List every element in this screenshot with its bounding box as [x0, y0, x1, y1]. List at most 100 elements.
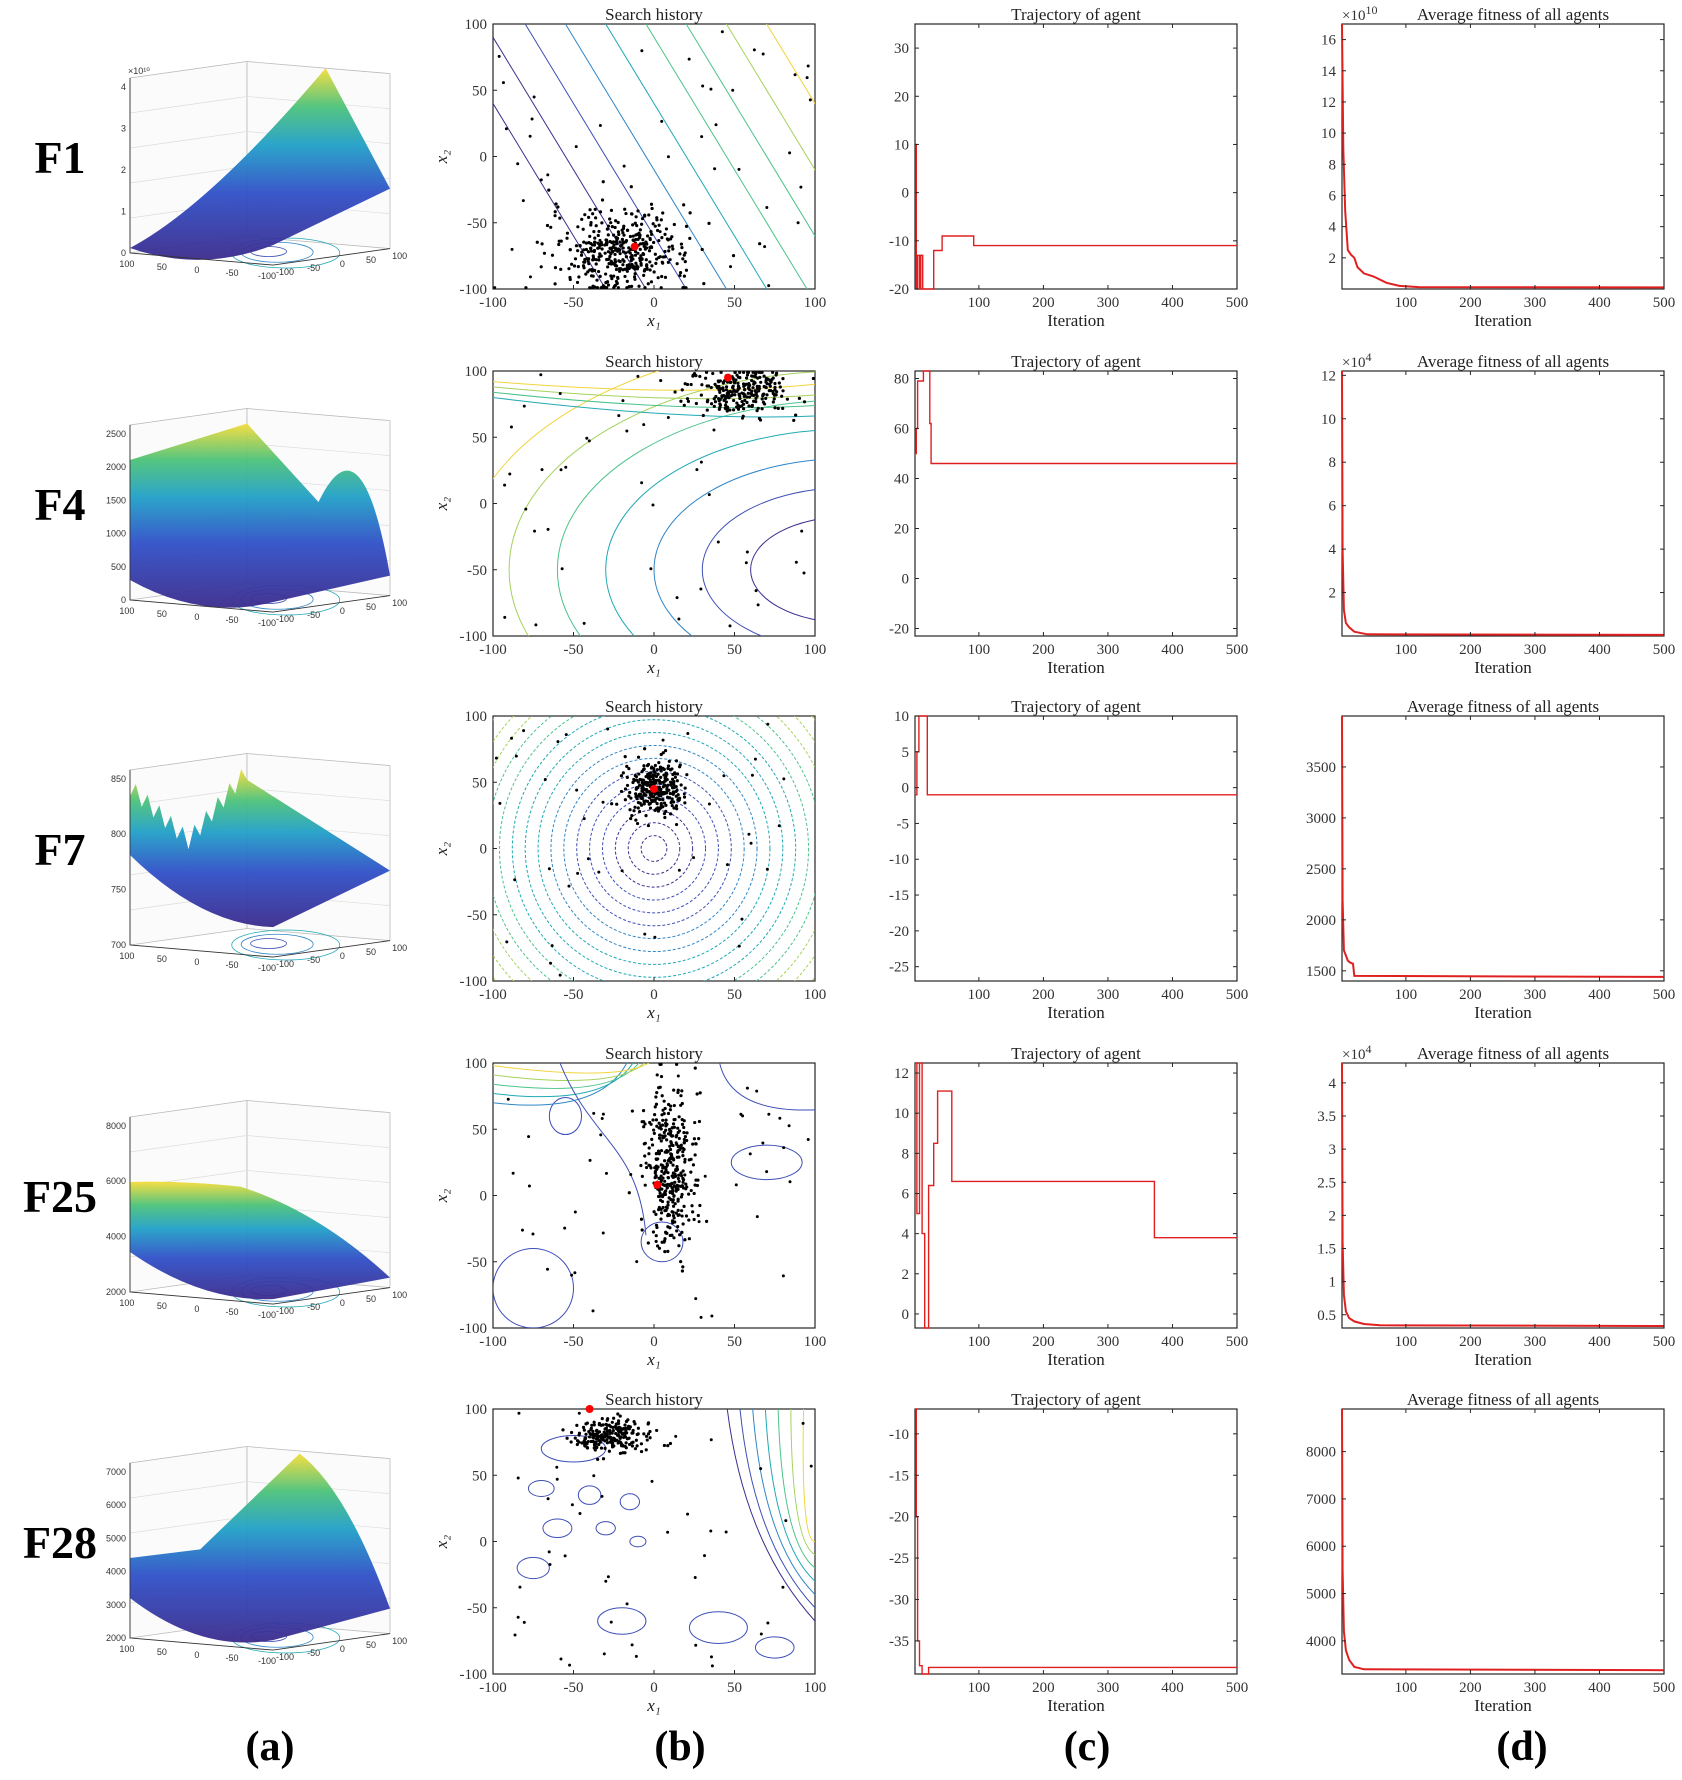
x-tick-label: 0 [650, 1680, 658, 1696]
search-point [638, 242, 643, 246]
x-tick-label: 100 [804, 642, 827, 658]
search-point [528, 134, 532, 138]
search-point [567, 267, 571, 271]
search-point [669, 1104, 673, 1108]
search-point [606, 727, 610, 731]
y-exponent-power: 10 [1365, 3, 1377, 17]
search-point [663, 1179, 667, 1183]
search-point [702, 282, 706, 286]
search-point [516, 1615, 520, 1619]
x-tick-label: 100 [1395, 987, 1418, 1003]
search-point [584, 241, 588, 245]
search-point [614, 248, 618, 252]
search-point [657, 1208, 661, 1212]
search-point [760, 407, 764, 411]
search-point [642, 1432, 646, 1436]
search-point [666, 1111, 671, 1116]
search-point [654, 1095, 658, 1099]
search-point [592, 243, 597, 247]
search-point [683, 1157, 687, 1162]
search-point [664, 1231, 668, 1235]
search-point [682, 792, 686, 796]
x-tick-label: 100 [804, 1680, 827, 1696]
search-point [659, 1127, 663, 1131]
search-point [699, 1315, 703, 1319]
y-tick-label: 2000 [1306, 913, 1336, 929]
search-point [641, 238, 645, 242]
search-point [540, 242, 544, 246]
search-point [771, 371, 775, 374]
search-point [642, 273, 646, 277]
search-point [642, 244, 646, 249]
x-tick-label: 200 [1459, 1334, 1482, 1350]
search-point [765, 382, 769, 386]
search-point [757, 416, 762, 421]
search-point [737, 944, 741, 948]
search-point [679, 783, 683, 787]
search-point [639, 254, 643, 258]
search-point [644, 1161, 648, 1165]
search-point [494, 756, 498, 760]
search-point [613, 264, 618, 268]
search-point [746, 391, 750, 395]
x-tick-label: 100 [804, 1334, 827, 1350]
column-label-d: (d) [1496, 1724, 1547, 1770]
search-point [663, 791, 667, 795]
search-point [672, 1194, 676, 1198]
search-point [689, 1157, 693, 1161]
search-point [721, 381, 725, 385]
search-point [709, 385, 713, 390]
search-point [621, 771, 625, 775]
x-tick-label: 500 [1653, 295, 1676, 311]
search-point [621, 231, 625, 235]
search-point [601, 180, 605, 184]
y-tick-label: 50 [472, 1122, 487, 1138]
search-point [698, 1203, 702, 1208]
y-tick-label: -15 [889, 888, 909, 904]
search-point [677, 1244, 681, 1248]
search-point [607, 262, 611, 266]
x-tick-label: 100 [1395, 295, 1418, 311]
x-tick-label: 0 [194, 1304, 199, 1314]
search-point [616, 286, 620, 289]
y-tick-label: 0 [480, 842, 488, 858]
search-point [530, 117, 534, 121]
search-point [676, 1213, 680, 1217]
x-tick-label: 500 [1653, 987, 1676, 1003]
fitness-series-line [1341, 1408, 1665, 1672]
search-point [694, 401, 698, 406]
x-axis-label: x₁ [646, 1696, 660, 1715]
search-point [606, 1575, 610, 1579]
search-point [761, 52, 765, 56]
search-point [582, 1439, 586, 1443]
search-point [680, 1214, 684, 1218]
search-point [644, 246, 649, 250]
search-point [582, 248, 586, 252]
y-tick-label: -50 [467, 563, 487, 579]
contour-line [493, 397, 815, 418]
search-point [750, 403, 754, 407]
search-point [628, 790, 632, 795]
search-point [644, 1434, 649, 1438]
search-point [663, 1183, 667, 1187]
search-point [600, 1417, 604, 1421]
search-point [672, 1236, 676, 1240]
x-axis-label: Iteration [1047, 658, 1105, 677]
search-point [668, 1144, 672, 1148]
search-point [616, 1419, 621, 1423]
search-point [743, 398, 747, 402]
search-point [501, 81, 505, 85]
search-point [754, 589, 758, 593]
search-point [680, 1117, 684, 1122]
y-tick-label: 4 [902, 1227, 910, 1243]
search-point [655, 216, 659, 220]
contour-line [493, 1063, 628, 1106]
search-point [679, 242, 684, 246]
search-point [668, 1108, 672, 1112]
search-point [753, 757, 757, 761]
search-point [743, 383, 747, 387]
search-point [553, 282, 557, 286]
contour-line [493, 1063, 650, 1074]
